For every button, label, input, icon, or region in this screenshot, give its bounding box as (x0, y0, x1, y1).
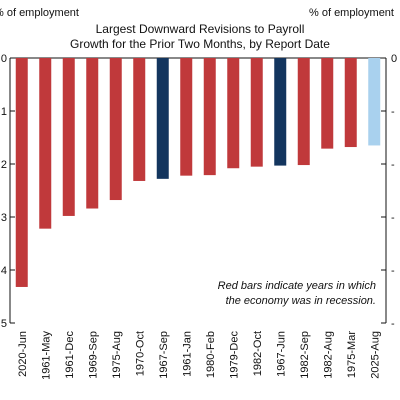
x-label-1967-Jun: 1967-Jun (275, 331, 287, 377)
bar-1967-Jun (274, 58, 287, 166)
x-label-1975-Aug: 1975-Aug (111, 331, 123, 379)
bar-1982-Sep (297, 58, 310, 166)
left-tick-label: 4 (1, 265, 7, 277)
x-label-1967-Sep: 1967-Sep (158, 331, 170, 379)
x-label-1975-Mar: 1975-Mar (346, 331, 358, 378)
right-ticks: 0 - - - - - (381, 53, 397, 330)
bar-1961-Dec (62, 58, 75, 216)
bar-1961-May (39, 58, 52, 229)
bar-2020-Jun (15, 58, 28, 287)
x-label-1961-Jan: 1961-Jan (181, 331, 193, 377)
left-tick-label: 1 (1, 106, 7, 118)
right-tick-label: - (391, 318, 395, 330)
x-label-1969-Sep: 1969-Sep (87, 331, 99, 379)
x-label-1961-May: 1961-May (40, 331, 52, 380)
right-tick-label: 0 (391, 53, 397, 65)
left-tick-label: 0 (1, 53, 7, 65)
bar-1980-Feb (203, 58, 216, 176)
bar-1982-Oct (250, 58, 263, 167)
x-label-1979-Dec: 1979-Dec (228, 331, 240, 379)
left-tick-label: 3 (1, 212, 7, 224)
right-tick-label: - (391, 265, 395, 277)
right-unit-label: % of employment (309, 7, 394, 19)
x-axis-labels: 2020-Jun 1961-May 1961-Dec 1969-Sep 1975-Aug… (17, 331, 382, 380)
x-label-1980-Feb: 1980-Feb (205, 331, 217, 378)
right-tick-label: - (391, 106, 395, 118)
left-ticks: 0 1 2 3 4 5 (1, 53, 15, 330)
x-label-1982-Aug: 1982-Aug (322, 331, 334, 379)
x-label-2025-Aug: 2025-Aug (369, 331, 381, 379)
x-label-1961-Dec: 1961-Dec (64, 331, 76, 379)
x-label-2020-Jun: 2020-Jun (17, 331, 29, 377)
bar-2025-Aug (368, 58, 381, 146)
annotation-line-1: Red bars indicate years in which (218, 280, 376, 292)
chart-title-line-2: Growth for the Prior Two Months, by Repo… (70, 37, 330, 51)
right-tick-label: - (391, 212, 395, 224)
left-tick-label: 2 (1, 159, 7, 171)
bar-1975-Aug (109, 58, 122, 201)
x-label-1970-Oct: 1970-Oct (134, 331, 146, 376)
left-unit-label: % of employment (0, 7, 79, 19)
bar-1961-Jan (180, 58, 193, 176)
left-tick-label: 5 (1, 318, 7, 330)
x-label-1982-Sep: 1982-Sep (299, 331, 311, 379)
bar-1979-Dec (227, 58, 240, 169)
bar-1975-Mar (344, 58, 357, 148)
bar-1982-Aug (321, 58, 334, 149)
bar-1970-Oct (133, 58, 146, 181)
right-tick-label: - (391, 159, 395, 171)
bar-1967-Sep (156, 58, 169, 179)
annotation-line-2: the economy was in recession. (226, 295, 376, 307)
chart-title-line-1: Largest Downward Revisions to Payroll (96, 22, 305, 36)
bars (15, 58, 381, 287)
x-label-1982-Oct: 1982-Oct (252, 331, 264, 376)
bar-1969-Sep (86, 58, 99, 209)
